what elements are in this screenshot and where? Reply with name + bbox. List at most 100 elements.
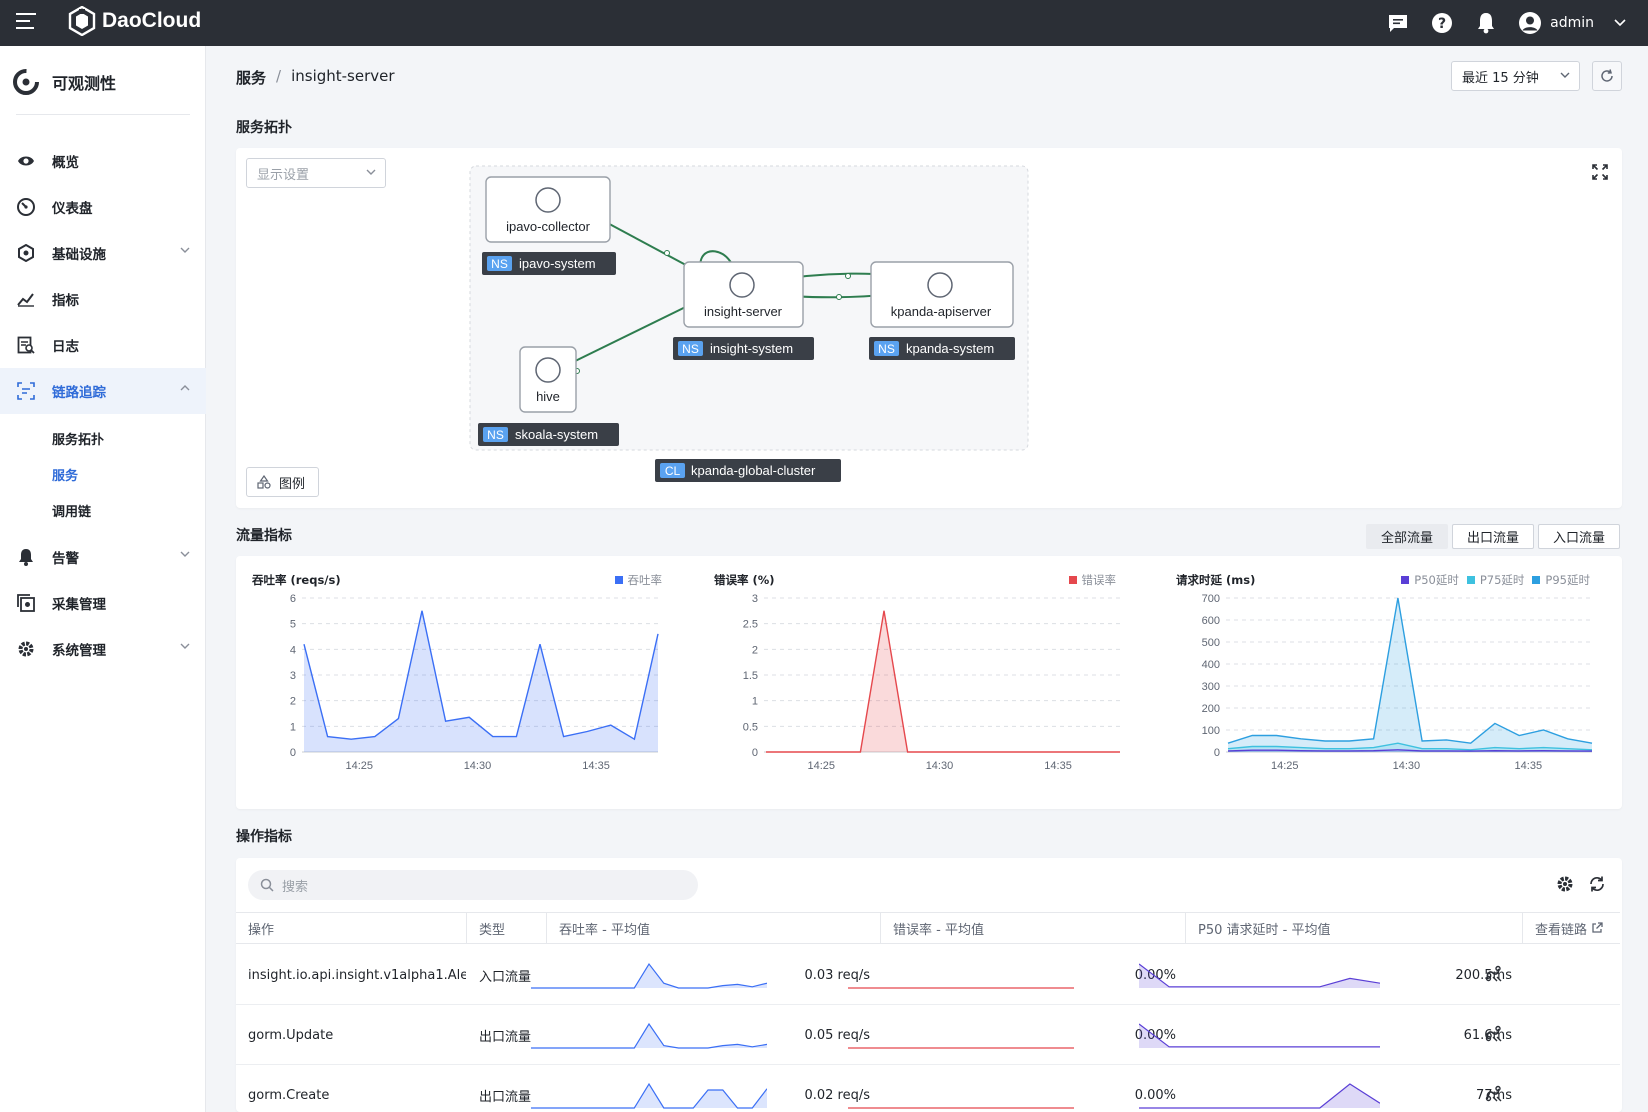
x-tick-label: 14:30 (464, 760, 492, 772)
node-hive[interactable]: hive (519, 346, 577, 413)
display-settings-select[interactable]: 显示设置 (246, 158, 386, 188)
svg-text:NS: NS (682, 342, 699, 356)
settings-icon (16, 639, 36, 659)
sidebar-item-metrics[interactable]: 指标 (0, 276, 206, 322)
table-row[interactable]: gorm.Update 出口流量 0.05 req/s 0.00% 61.6ms (236, 1005, 1620, 1065)
view-trace-icon[interactable] (1484, 1024, 1504, 1048)
message-icon[interactable] (1386, 11, 1410, 35)
y-tick-label: 1.5 (743, 670, 758, 682)
legend-item[interactable]: P75延时 (1466, 572, 1525, 588)
series-area (1228, 743, 1592, 752)
sidebar-subitem-topology[interactable]: 服务拓扑 (52, 432, 105, 448)
chart-legend: 错误率 (1068, 572, 1116, 588)
refresh-button[interactable] (1592, 61, 1622, 91)
view-trace-icon[interactable] (1484, 1084, 1504, 1108)
x-tick-label: 14:35 (1515, 760, 1543, 772)
trace-icon (16, 381, 36, 401)
time-range-select[interactable]: 最近 15 分钟 (1451, 61, 1580, 91)
y-tick-label: 600 (1202, 615, 1220, 627)
search-icon (260, 878, 274, 892)
error-rate-sparkline (848, 1107, 1074, 1109)
collector-icon (16, 593, 36, 613)
sidebar-item-infrastructure[interactable]: 基础设施 (0, 230, 206, 276)
sidebar-item-label: 告警 (52, 551, 79, 567)
breadcrumb-root[interactable]: 服务 (236, 69, 267, 87)
tab-egress-traffic[interactable]: 出口流量 (1452, 524, 1535, 549)
notification-bell-icon[interactable] (1474, 11, 1498, 35)
column-header-error-rate[interactable]: 错误率 - 平均值 (881, 913, 1186, 943)
traffic-tabs: 全部流量 出口流量 入口流量 (1366, 524, 1621, 549)
avatar-icon (1519, 12, 1542, 34)
sidebar-item-label: 概览 (52, 155, 79, 171)
sidebar-item-logs[interactable]: 日志 (0, 322, 206, 368)
traffic-section-title: 流量指标 (236, 528, 292, 544)
ns-tag-insight-system: NS insight-system (673, 337, 814, 360)
legend-item[interactable]: 吞吐率 (614, 572, 662, 588)
topology-graph: ipavo-collector insight-server kpanda-ap… (469, 165, 1029, 482)
series-line (1227, 749, 1593, 752)
operation-name[interactable]: gorm.Create (248, 1087, 330, 1103)
latency-plot: 0 100 200 300 400 500 600 700 14:25 14:30 14:35 (1202, 593, 1593, 772)
y-tick-label: 0 (290, 747, 296, 759)
node-insight-server[interactable]: insight-server (683, 261, 804, 328)
sidebar-item-alerts[interactable]: 告警 (0, 534, 206, 580)
table-row[interactable]: insight.io.api.insight.v1alpha1.Aler... 入… (236, 945, 1620, 1005)
brand-name: DaoCloud (102, 9, 202, 32)
latency-sparkline (1139, 963, 1380, 988)
column-header-operation[interactable]: 操作 (236, 913, 467, 943)
operations-section-title: 操作指标 (236, 829, 292, 845)
legend-label: P75延时 (1479, 573, 1525, 587)
error-rate-sparkline (848, 987, 1074, 989)
chevron-down-icon (1560, 72, 1570, 78)
legend-button[interactable]: 图例 (246, 467, 319, 497)
sidebar-item-system[interactable]: 系统管理 (0, 626, 206, 672)
search-input[interactable]: 搜索 (248, 870, 698, 900)
legend-item[interactable]: P50延时 (1401, 572, 1459, 588)
tab-all-traffic[interactable]: 全部流量 (1366, 524, 1449, 549)
settings-gear-icon[interactable] (1556, 875, 1574, 893)
user-name: admin (1550, 15, 1594, 31)
topology-section-title: 服务拓扑 (236, 120, 292, 136)
table-refresh-icon[interactable] (1588, 875, 1606, 893)
throughput-chart: 吞吐率 (reqs/s) 吞吐率 0 1 2 3 4 5 6 14:25 14:30 14:35 (252, 556, 672, 798)
sidebar-subitem-traces[interactable]: 调用链 (52, 504, 92, 520)
svg-text:ipavo-collector: ipavo-collector (506, 219, 590, 234)
sidebar-item-tracing[interactable]: 链路追踪 (0, 368, 206, 414)
x-tick-label: 14:35 (1044, 760, 1072, 772)
search-placeholder: 搜索 (282, 879, 309, 895)
throughput-plot: 0 1 2 3 4 5 6 14:25 14:30 14:35 (290, 593, 659, 772)
sidebar-item-overview[interactable]: 概览 (0, 138, 206, 184)
operation-name[interactable]: insight.io.api.insight.v1alpha1.Aler... (248, 967, 466, 983)
sidebar-item-dashboard[interactable]: 仪表盘 (0, 184, 206, 230)
metrics-icon (16, 289, 36, 309)
tab-ingress-traffic[interactable]: 入口流量 (1538, 524, 1621, 549)
column-header-view-trace[interactable]: 查看链路 (1523, 913, 1620, 943)
help-icon[interactable]: ? (1430, 11, 1454, 35)
sidebar-subitem-services[interactable]: 服务 (52, 468, 79, 484)
node-kpanda-apiserver[interactable]: kpanda-apiserver (870, 261, 1014, 328)
menu-icon[interactable] (16, 13, 36, 33)
y-tick-label: 200 (1202, 703, 1220, 715)
column-header-throughput[interactable]: 吞吐率 - 平均值 (547, 913, 881, 943)
brand-logo[interactable]: DaoCloud (68, 6, 201, 36)
y-tick-label: 2 (290, 696, 296, 708)
column-header-latency[interactable]: P50 请求延时 - 平均值 (1186, 913, 1523, 943)
column-header-type[interactable]: 类型 (467, 913, 547, 943)
legend-item[interactable]: P95延时 (1532, 572, 1590, 588)
cluster-tag: CL kpanda-global-cluster (655, 459, 841, 482)
app-title[interactable]: 可观测性 (12, 68, 116, 96)
y-tick-label: 6 (290, 593, 296, 605)
y-tick-label: 2 (752, 644, 758, 656)
node-ipavo-collector[interactable]: ipavo-collector (485, 176, 611, 243)
fullscreen-icon[interactable] (1592, 164, 1608, 184)
user-menu[interactable]: admin (1518, 11, 1626, 35)
chevron-down-icon (366, 169, 376, 175)
chart-title: 错误率 (%) (714, 573, 775, 587)
operation-name[interactable]: gorm.Update (248, 1027, 334, 1043)
table-row[interactable]: gorm.Create 出口流量 0.02 req/s 0.00% 77ms (236, 1065, 1620, 1112)
view-trace-icon[interactable] (1484, 964, 1504, 988)
throughput-sparkline (531, 1082, 767, 1109)
throughput-value: 0.05 req/s (804, 1027, 870, 1043)
legend-item[interactable]: 错误率 (1068, 572, 1116, 588)
sidebar-item-collection[interactable]: 采集管理 (0, 580, 206, 626)
